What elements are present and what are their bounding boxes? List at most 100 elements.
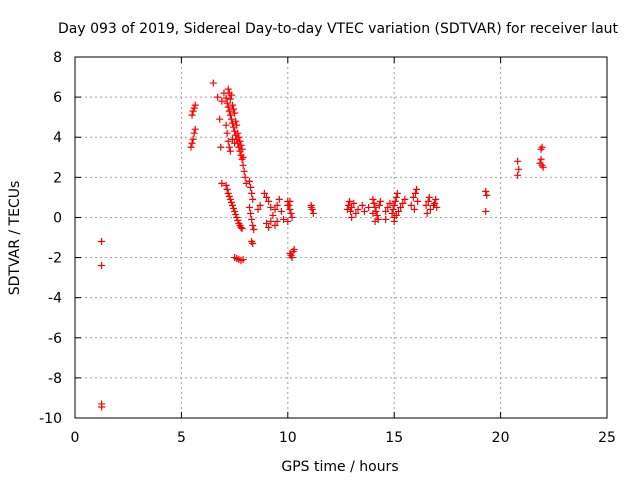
data-point — [241, 173, 249, 181]
data-point — [265, 197, 273, 205]
data-point — [249, 240, 257, 248]
data-point — [376, 197, 384, 205]
data-point — [360, 207, 368, 215]
y-tick-label: 8 — [53, 50, 62, 66]
data-point — [284, 217, 292, 225]
data-point — [269, 211, 277, 219]
data-point — [388, 209, 396, 217]
data-point — [225, 192, 233, 200]
data-point — [365, 203, 373, 211]
data-point — [188, 111, 196, 119]
data-point — [256, 201, 264, 209]
data-point — [483, 191, 491, 199]
data-point — [218, 97, 226, 105]
data-point — [392, 193, 400, 201]
data-point — [288, 213, 296, 221]
data-point — [237, 141, 245, 149]
data-point — [350, 199, 358, 207]
x-tick-label: 15 — [385, 430, 403, 446]
data-point — [245, 177, 253, 185]
data-point — [224, 137, 232, 145]
data-point — [273, 217, 281, 225]
plot-frame — [74, 56, 608, 419]
data-point — [371, 203, 379, 211]
data-point — [231, 139, 239, 147]
y-tick-label: 4 — [53, 130, 62, 146]
data-point — [234, 129, 242, 137]
data-point — [409, 193, 417, 201]
data-point — [260, 189, 268, 197]
data-point — [430, 201, 438, 209]
data-point — [249, 195, 257, 203]
data-point — [234, 216, 242, 224]
data-point — [226, 147, 234, 155]
data-point — [382, 207, 390, 215]
data-point — [238, 224, 246, 232]
data-point — [384, 203, 392, 211]
data-point — [238, 145, 246, 153]
data-point — [227, 91, 235, 99]
data-point — [267, 203, 275, 211]
axis-ticks: 0 5 10 15 20 25 -10 -8 -6 -4 -2 0 2 4 6 8 — [39, 50, 616, 446]
x-tick-label: 0 — [71, 430, 80, 446]
data-point — [250, 225, 258, 233]
data-point — [265, 223, 273, 231]
data-point — [307, 203, 315, 211]
data-point — [397, 203, 405, 211]
data-point — [231, 109, 239, 117]
data-point — [228, 201, 236, 209]
data-point — [222, 121, 230, 129]
data-point — [98, 403, 106, 411]
data-point — [233, 213, 241, 221]
y-tick-label: 6 — [53, 90, 62, 106]
data-point — [98, 262, 106, 270]
data-point — [226, 195, 234, 203]
x-tick-label: 10 — [279, 430, 297, 446]
data-point — [275, 195, 283, 203]
data-point — [358, 201, 366, 209]
data-point — [290, 246, 298, 254]
data-point — [286, 197, 294, 205]
data-point — [237, 223, 245, 231]
data-point — [263, 193, 271, 201]
data-points — [98, 79, 547, 411]
data-point — [216, 115, 224, 123]
data-point — [224, 85, 232, 93]
data-point — [348, 203, 356, 211]
data-point — [249, 221, 257, 229]
data-point — [346, 197, 354, 205]
data-point — [401, 195, 409, 203]
data-point — [191, 125, 199, 133]
data-point — [227, 115, 235, 123]
y-axis-label: SDTVAR / TECUs — [7, 181, 23, 296]
data-point — [354, 205, 362, 213]
data-point — [230, 105, 238, 113]
data-point — [390, 201, 398, 209]
data-point — [224, 189, 232, 197]
data-point — [235, 133, 243, 141]
y-tick-label: 2 — [53, 170, 62, 186]
data-point — [190, 104, 198, 112]
data-point — [286, 205, 294, 213]
data-point — [226, 95, 234, 103]
data-point — [288, 254, 296, 262]
data-point — [287, 209, 295, 217]
data-point — [273, 201, 281, 209]
data-point — [225, 143, 233, 151]
data-point — [189, 107, 197, 115]
data-point — [236, 137, 244, 145]
data-point — [394, 207, 402, 215]
data-point — [514, 171, 522, 179]
data-point — [411, 189, 419, 197]
data-point — [232, 117, 240, 125]
data-point — [369, 209, 377, 217]
data-point — [407, 201, 415, 209]
y-tick-label: -8 — [48, 371, 62, 387]
data-point — [426, 205, 434, 213]
data-point — [370, 199, 378, 207]
data-point — [218, 179, 226, 187]
data-point — [347, 207, 355, 215]
data-point — [432, 195, 440, 203]
data-point — [98, 238, 106, 246]
